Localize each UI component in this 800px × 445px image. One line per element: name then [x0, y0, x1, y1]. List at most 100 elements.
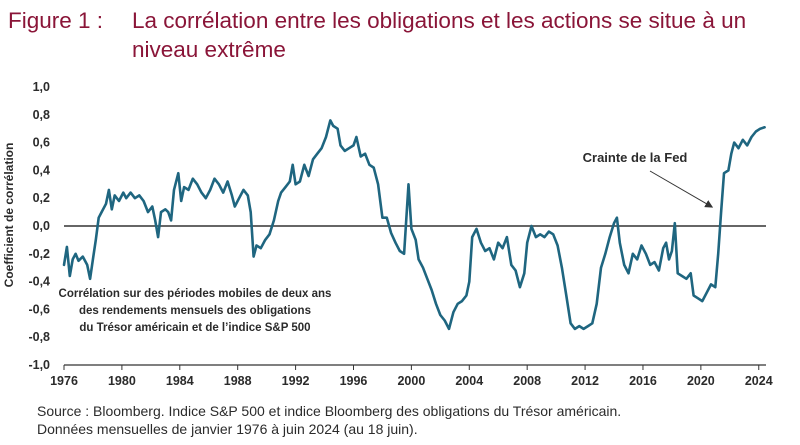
- data-point: [741, 138, 744, 141]
- data-point: [717, 252, 720, 255]
- data-point: [249, 211, 252, 214]
- data-point: [74, 252, 77, 255]
- data-point: [394, 241, 397, 244]
- data-point: [488, 247, 491, 250]
- y-tick-label: -0,6: [28, 302, 50, 316]
- data-point: [407, 183, 410, 186]
- data-point: [89, 277, 91, 280]
- data-point: [430, 289, 433, 291]
- data-point: [200, 191, 203, 194]
- data-point: [268, 233, 271, 236]
- data-point: [480, 241, 482, 244]
- date-note: Données mensuelles de janvier 1976 à jui…: [37, 421, 418, 437]
- data-point: [222, 191, 225, 194]
- data-point: [673, 222, 676, 225]
- data-point: [701, 300, 704, 302]
- data-point: [336, 127, 339, 130]
- data-point: [439, 314, 442, 316]
- data-point: [151, 205, 154, 208]
- data-point: [627, 272, 630, 275]
- data-point: [355, 136, 358, 138]
- data-point: [658, 269, 660, 272]
- data-point: [196, 183, 199, 186]
- chart-footer: Source : Bloomberg. Indice S&P 500 et in…: [37, 402, 621, 438]
- data-point: [252, 255, 255, 258]
- data-point: [255, 244, 258, 247]
- data-point: [231, 194, 233, 197]
- data-point: [226, 180, 229, 183]
- x-tick-label: 2024: [745, 374, 773, 388]
- data-point: [548, 230, 550, 233]
- data-point: [600, 266, 602, 269]
- data-point: [352, 144, 355, 147]
- data-point: [510, 264, 513, 266]
- data-point: [187, 189, 190, 191]
- data-point: [569, 322, 572, 325]
- data-point: [325, 136, 327, 138]
- x-tick-label: 2008: [513, 374, 541, 388]
- data-point: [294, 183, 297, 186]
- data-point: [299, 180, 301, 183]
- data-point: [662, 247, 665, 250]
- data-point: [608, 236, 611, 239]
- data-point: [122, 191, 125, 194]
- data-point: [591, 322, 594, 325]
- data-point: [242, 189, 245, 191]
- data-point: [552, 233, 555, 236]
- data-point: [368, 163, 371, 166]
- data-point: [582, 328, 585, 330]
- data-point: [616, 216, 618, 219]
- data-point: [125, 197, 128, 200]
- data-point: [381, 216, 384, 219]
- annotation-text-line: des rendements mensuels des obligations: [79, 305, 311, 317]
- data-point: [348, 147, 350, 150]
- data-point: [665, 241, 667, 244]
- data-point: [213, 177, 216, 180]
- data-point: [750, 136, 753, 138]
- data-point: [671, 250, 673, 252]
- data-point: [685, 277, 688, 280]
- data-point: [180, 200, 183, 202]
- data-point: [191, 177, 194, 180]
- data-point: [329, 119, 332, 122]
- data-point: [676, 272, 679, 275]
- data-point: [307, 175, 310, 177]
- data-point: [288, 180, 291, 183]
- data-point: [465, 294, 468, 297]
- data-point: [710, 283, 712, 286]
- line-chart: 1976 1980 1984 1988 1992 1996 2000 2004 2008 2012…: [2, 80, 773, 388]
- data-point: [613, 222, 615, 225]
- data-point: [100, 211, 103, 214]
- data-point: [332, 125, 335, 127]
- data-point: [763, 126, 766, 129]
- data-point: [385, 216, 388, 219]
- data-point: [435, 302, 437, 305]
- data-point: [697, 297, 699, 300]
- data-point: [468, 280, 471, 283]
- data-point: [759, 127, 762, 130]
- data-point: [493, 258, 495, 261]
- data-point: [618, 241, 621, 244]
- data-point: [110, 208, 113, 211]
- data-point: [218, 183, 220, 186]
- data-point: [543, 236, 546, 239]
- data-point: [246, 194, 249, 197]
- data-point: [497, 241, 500, 244]
- data-point: [312, 158, 314, 161]
- data-point: [723, 172, 725, 175]
- data-point: [138, 194, 141, 197]
- data-point: [422, 266, 424, 269]
- x-tick-label: 1976: [50, 374, 78, 388]
- figure-label: Figure 1 :: [8, 8, 104, 33]
- data-point: [461, 300, 463, 302]
- data-point: [649, 264, 652, 266]
- x-tick-label: 1980: [108, 374, 136, 388]
- data-point: [390, 232, 392, 234]
- data-point: [92, 258, 94, 261]
- data-point: [81, 255, 84, 258]
- data-point: [113, 194, 116, 197]
- data-point: [645, 252, 647, 255]
- data-point: [259, 247, 262, 250]
- data-point: [97, 216, 100, 219]
- data-point: [720, 211, 722, 214]
